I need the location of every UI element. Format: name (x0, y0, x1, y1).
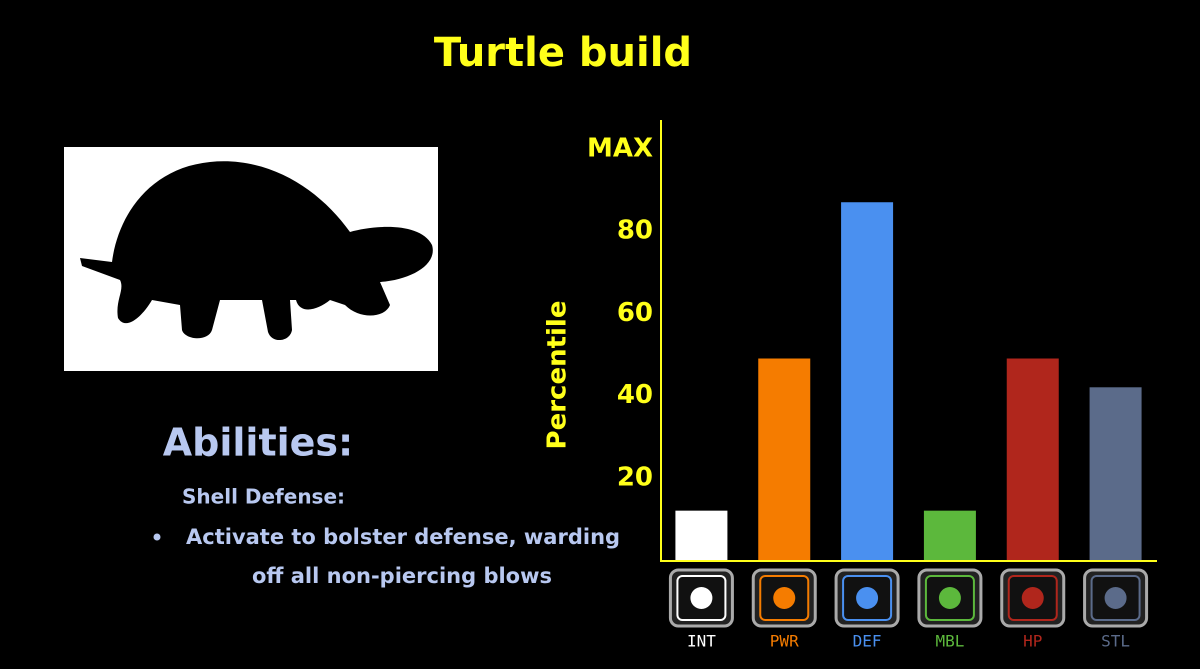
y-tick-label: 20 (617, 462, 653, 492)
bar (841, 202, 894, 561)
ability-description: off all non-piercing blows (252, 564, 552, 588)
title: Turtle build (434, 30, 692, 76)
bar (675, 510, 728, 560)
x-tick-label: DEF (853, 632, 882, 651)
x-tick-label: MBL (935, 632, 964, 651)
icon-symbol (773, 587, 796, 609)
icon-symbol (690, 587, 713, 609)
ability-name: Shell Defense: (182, 485, 345, 509)
bar (1006, 358, 1059, 560)
icon-symbol (1104, 587, 1127, 609)
bar (923, 510, 976, 560)
x-tick-label: STL (1101, 632, 1130, 651)
turtle-image (64, 147, 438, 371)
y-tick-label: 60 (617, 298, 653, 328)
y-tick-label: 40 (617, 380, 653, 410)
bar (1089, 387, 1142, 560)
bullet (153, 533, 161, 541)
y-tick-label: MAX (587, 133, 653, 163)
icon-symbol (1021, 587, 1044, 609)
ability-description: Activate to bolster defense, warding (186, 525, 620, 549)
y-tick-label: 80 (617, 216, 653, 246)
x-tick-label: HP (1023, 632, 1042, 651)
y-axis-label: Percentile (543, 301, 573, 450)
icon-symbol (938, 587, 961, 609)
bar (758, 358, 811, 560)
icon-symbol (856, 587, 879, 609)
abilities-heading: Abilities: (163, 421, 353, 465)
x-tick-label: INT (687, 632, 716, 651)
x-tick-label: PWR (770, 632, 799, 651)
